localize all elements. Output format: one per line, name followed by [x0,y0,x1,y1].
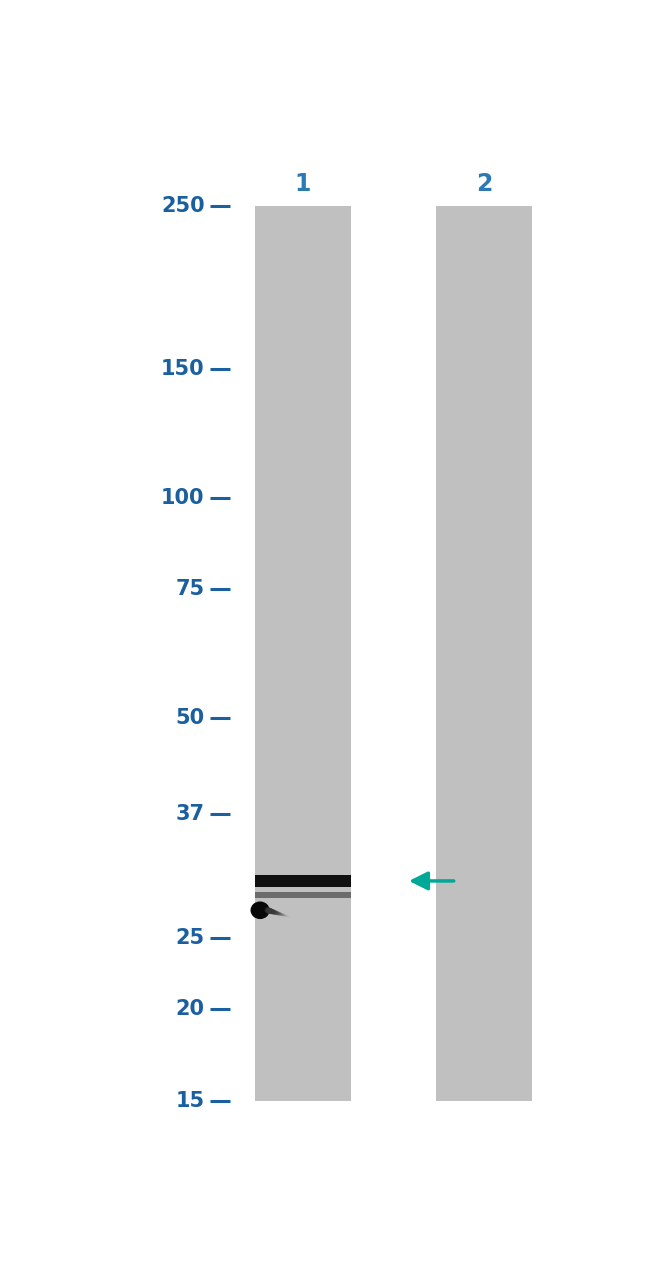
Text: 37: 37 [176,804,205,824]
Text: 150: 150 [161,358,205,378]
Text: 250: 250 [161,196,205,216]
Bar [436,206,532,1101]
Ellipse shape [250,902,270,919]
Text: 50: 50 [176,709,205,728]
Text: 100: 100 [161,488,205,508]
Text: 15: 15 [176,1091,205,1111]
Text: 2: 2 [476,171,493,196]
Text: 1: 1 [294,171,311,196]
Text: 20: 20 [176,999,205,1020]
Bar [255,892,351,898]
Text: 25: 25 [176,928,205,949]
Text: 75: 75 [176,579,205,599]
Bar [255,206,351,1101]
Bar [255,875,351,888]
